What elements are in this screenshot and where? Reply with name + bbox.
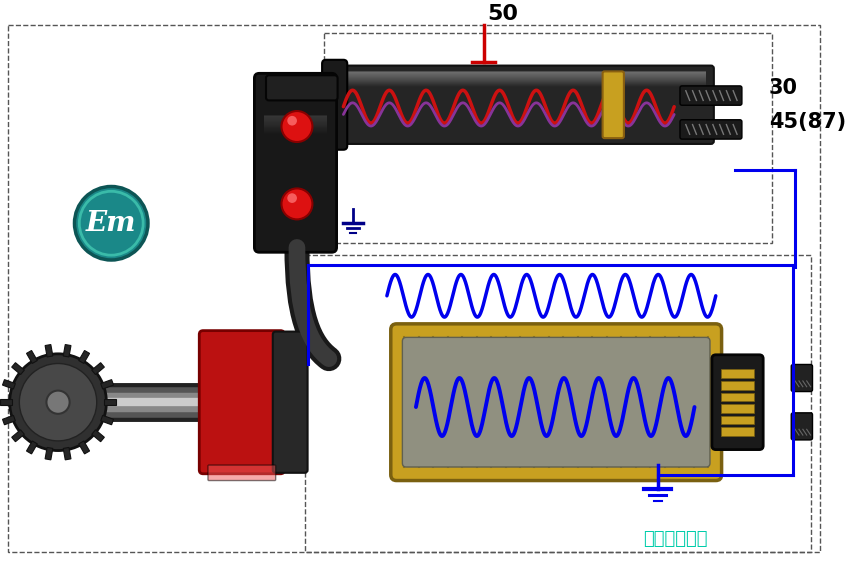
Bar: [264, 128, 327, 131]
Bar: [338, 77, 706, 79]
Bar: [338, 76, 706, 78]
Bar: [264, 131, 327, 132]
Bar: [338, 73, 706, 74]
Circle shape: [9, 354, 106, 450]
Bar: [264, 129, 327, 131]
Bar: [721, 369, 754, 378]
FancyBboxPatch shape: [266, 75, 337, 100]
FancyBboxPatch shape: [254, 73, 336, 252]
Polygon shape: [27, 441, 38, 454]
Text: Em: Em: [86, 210, 136, 237]
FancyBboxPatch shape: [791, 413, 812, 440]
Text: 50: 50: [488, 4, 519, 24]
Bar: [264, 133, 327, 135]
Bar: [338, 82, 706, 84]
Bar: [338, 83, 706, 85]
Bar: [338, 85, 706, 87]
Polygon shape: [101, 415, 114, 425]
Circle shape: [46, 391, 69, 414]
Polygon shape: [101, 379, 114, 389]
Bar: [264, 122, 327, 124]
Text: 30: 30: [769, 78, 798, 98]
Polygon shape: [12, 430, 24, 442]
FancyBboxPatch shape: [330, 65, 714, 144]
FancyBboxPatch shape: [322, 60, 348, 150]
Bar: [338, 75, 706, 77]
Polygon shape: [12, 363, 24, 374]
FancyBboxPatch shape: [273, 332, 307, 473]
Polygon shape: [45, 448, 53, 460]
Bar: [264, 115, 327, 117]
Bar: [264, 118, 327, 120]
Polygon shape: [104, 399, 116, 405]
Bar: [264, 116, 327, 118]
Polygon shape: [0, 399, 12, 405]
Bar: [264, 131, 327, 133]
FancyBboxPatch shape: [680, 86, 742, 105]
Text: 彩虹网址导航: 彩虹网址导航: [643, 530, 708, 548]
FancyBboxPatch shape: [391, 324, 722, 481]
Bar: [264, 119, 327, 120]
Bar: [264, 117, 327, 119]
Bar: [721, 404, 754, 413]
Bar: [721, 392, 754, 401]
FancyBboxPatch shape: [208, 465, 276, 481]
Circle shape: [288, 116, 297, 126]
Circle shape: [20, 364, 97, 441]
Polygon shape: [63, 448, 71, 460]
Text: 45(87): 45(87): [769, 111, 846, 132]
Bar: [338, 81, 706, 83]
Circle shape: [282, 189, 312, 220]
Bar: [338, 78, 706, 80]
Circle shape: [288, 193, 297, 203]
Bar: [264, 124, 327, 127]
Bar: [721, 381, 754, 390]
Circle shape: [74, 186, 148, 260]
Polygon shape: [92, 430, 104, 442]
Bar: [338, 84, 706, 86]
Polygon shape: [92, 363, 104, 374]
Bar: [264, 123, 327, 124]
Bar: [264, 127, 327, 129]
Polygon shape: [27, 351, 38, 364]
Bar: [338, 79, 706, 81]
FancyBboxPatch shape: [680, 120, 742, 139]
Polygon shape: [45, 345, 53, 357]
Bar: [721, 415, 754, 425]
Polygon shape: [79, 441, 90, 454]
Polygon shape: [79, 351, 90, 364]
FancyBboxPatch shape: [402, 337, 710, 467]
Bar: [338, 73, 706, 75]
Polygon shape: [63, 345, 71, 357]
Bar: [338, 72, 706, 73]
FancyBboxPatch shape: [199, 330, 284, 474]
Bar: [264, 120, 327, 123]
Bar: [338, 74, 706, 76]
Polygon shape: [3, 415, 15, 425]
Bar: [338, 80, 706, 82]
FancyBboxPatch shape: [712, 355, 764, 450]
Bar: [264, 132, 327, 134]
FancyBboxPatch shape: [791, 364, 812, 391]
Bar: [721, 427, 754, 436]
Polygon shape: [3, 379, 15, 389]
Bar: [264, 124, 327, 126]
Circle shape: [282, 111, 312, 142]
Bar: [264, 120, 327, 122]
Bar: [264, 126, 327, 127]
Bar: [264, 127, 327, 128]
FancyBboxPatch shape: [603, 72, 624, 138]
